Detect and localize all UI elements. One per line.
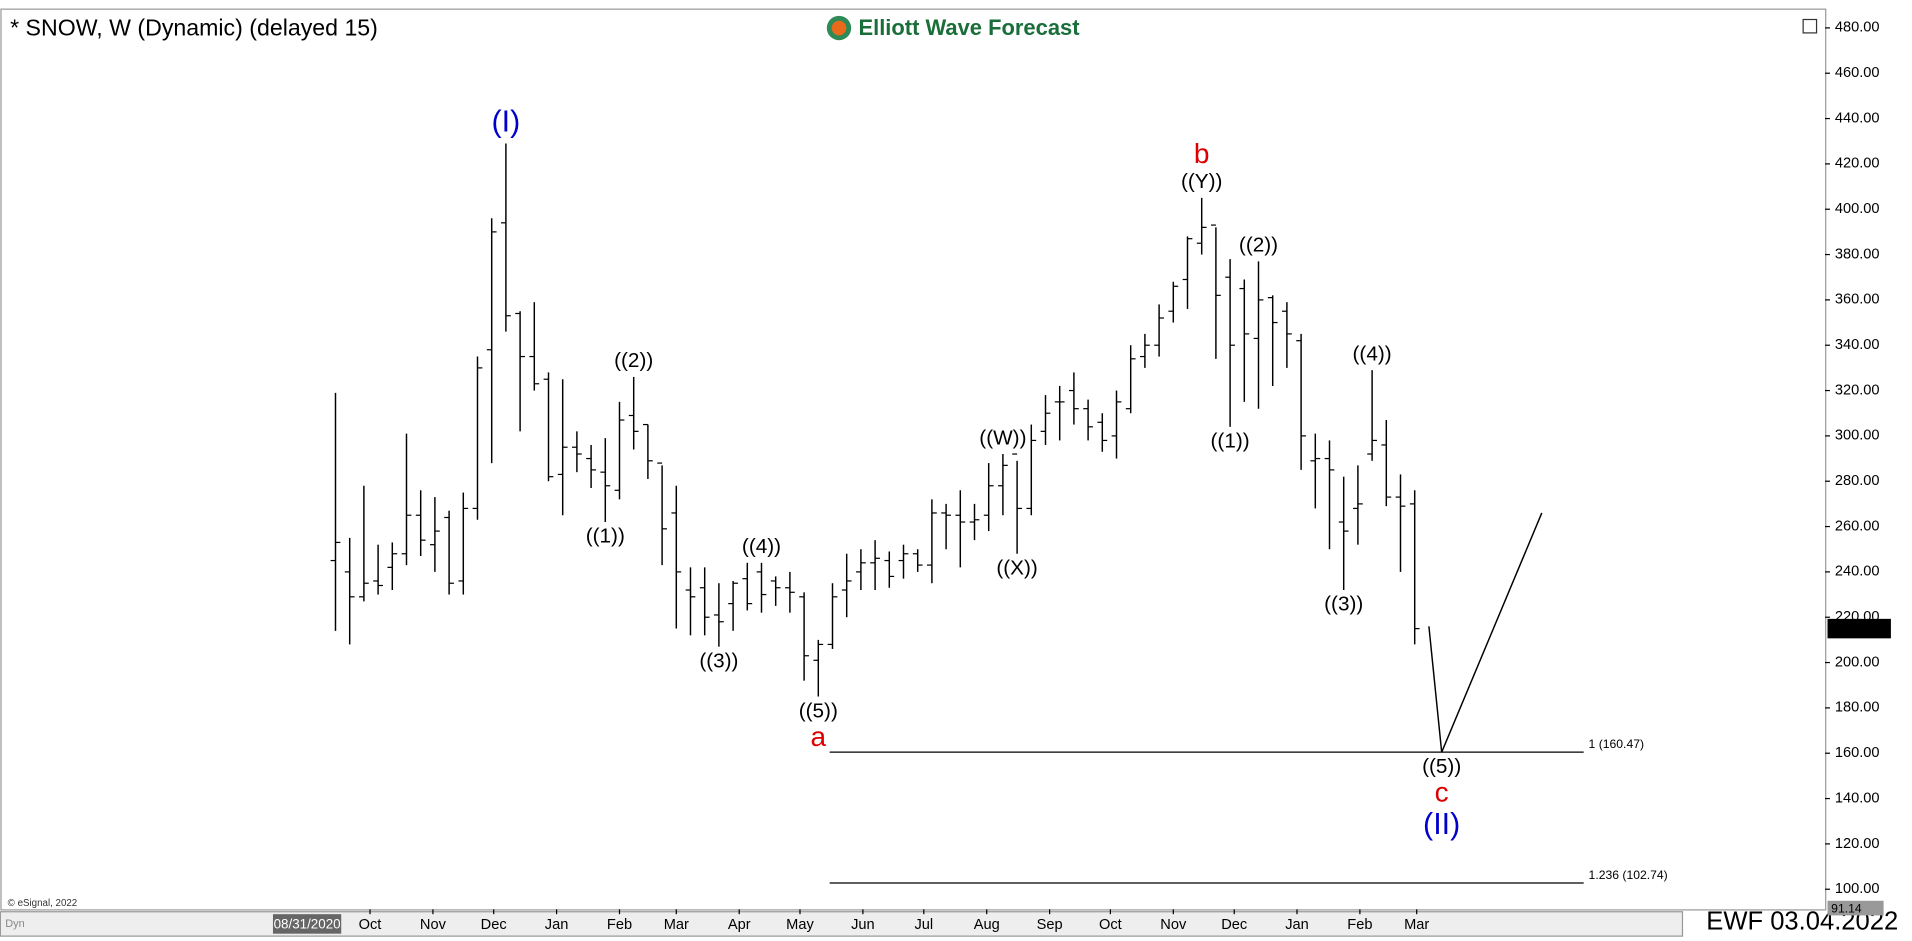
y-tick-label: 140.00 (1835, 790, 1880, 806)
wave-label: ((2)) (1239, 234, 1278, 257)
wave-label: a (811, 721, 827, 752)
logo-icon-inner (831, 20, 847, 36)
copyright: © eSignal, 2022 (8, 898, 78, 909)
x-tick-label: Sep (1037, 917, 1063, 933)
logo: Elliott Wave Forecast (826, 15, 1080, 41)
chart-title: * SNOW, W (Dynamic) (delayed 15) (10, 14, 378, 40)
brand: Elliott Wave Forecast (858, 15, 1080, 40)
y-tick-label: 440.00 (1835, 110, 1880, 126)
y-tick-label: 180.00 (1835, 700, 1880, 716)
x-tick-label: Mar (1404, 917, 1429, 933)
y-tick-label: 400.00 (1835, 201, 1880, 217)
wave-label: ((3)) (1324, 593, 1363, 616)
wave-label: ((Y)) (1181, 170, 1222, 193)
x-tick-label: Dec (481, 917, 507, 933)
fib-label: 1.236 (102.74) (1589, 868, 1668, 882)
wave-label: ((4)) (1353, 342, 1392, 365)
x-tick-label: Jun (851, 917, 875, 933)
plot-frame (0, 8, 1827, 911)
x-tick-label: Aug (974, 917, 1000, 933)
wave-label: ((1)) (586, 525, 625, 548)
x-tick-label: Jan (1285, 917, 1309, 933)
fib-label: 1 (160.47) (1589, 737, 1645, 751)
y-tick-label: 300.00 (1835, 428, 1880, 444)
x-tick-label: Jan (545, 917, 569, 933)
wave-label: ((3)) (699, 649, 738, 672)
x-tick-label: Oct (1099, 917, 1122, 933)
y-tick-label: 280.00 (1835, 473, 1880, 489)
x-tick-label: Dec (1221, 917, 1247, 933)
x-tick-label: May (786, 917, 814, 933)
wave-label: ((2)) (614, 349, 653, 372)
wave-label: ((W)) (979, 426, 1026, 449)
x-tick-label: Nov (420, 917, 447, 933)
x-tick-label: Nov (1160, 917, 1187, 933)
y-tick-label: 460.00 (1835, 65, 1880, 81)
x-tick-label: Feb (607, 917, 632, 933)
wave-label: ((X)) (996, 556, 1037, 579)
y-tick-label: 480.00 (1835, 20, 1880, 36)
last-price-box (1827, 618, 1891, 639)
y-tick-label: 100.00 (1835, 881, 1880, 897)
x-tick-label: Jul (914, 917, 933, 933)
window-icon (1802, 18, 1818, 34)
x-axis-strip (0, 911, 1684, 937)
wave-label: c (1435, 777, 1449, 808)
y-tick-label: 360.00 (1835, 292, 1880, 308)
x-tick-label: Oct (359, 917, 382, 933)
wave-label: ((4)) (742, 535, 781, 558)
y-tick-label: 380.00 (1835, 246, 1880, 262)
axis-min-label: 91.14 (1831, 902, 1862, 916)
wave-label: ((1)) (1211, 430, 1250, 453)
y-tick-label: 160.00 (1835, 745, 1880, 761)
wave-label: ((5)) (799, 699, 838, 722)
y-tick-label: 340.00 (1835, 337, 1880, 353)
x-tick-label: Feb (1347, 917, 1372, 933)
y-tick-label: 120.00 (1835, 836, 1880, 852)
x-start-box (272, 914, 342, 934)
axis-min-box (1827, 900, 1884, 916)
y-tick-label: 420.00 (1835, 156, 1880, 172)
last-price-label: 214.98 (1832, 620, 1881, 637)
mode-label: Dyn (5, 918, 25, 930)
x-start-label: 08/31/2020 (274, 917, 341, 932)
ohlc-series (330, 143, 1420, 697)
y-tick-label: 200.00 (1835, 654, 1880, 670)
y-tick-label: 240.00 (1835, 564, 1880, 580)
y-tick-label: 260.00 (1835, 518, 1880, 534)
wave-label: (II) (1423, 807, 1460, 841)
y-tick-label: 320.00 (1835, 382, 1880, 398)
x-tick-label: Apr (728, 917, 751, 933)
wave-label: b (1194, 138, 1210, 169)
wave-label: (I) (492, 104, 521, 138)
wave-label: ((5)) (1422, 755, 1461, 778)
projection-line (1428, 512, 1543, 753)
x-tick-label: Mar (664, 917, 689, 933)
